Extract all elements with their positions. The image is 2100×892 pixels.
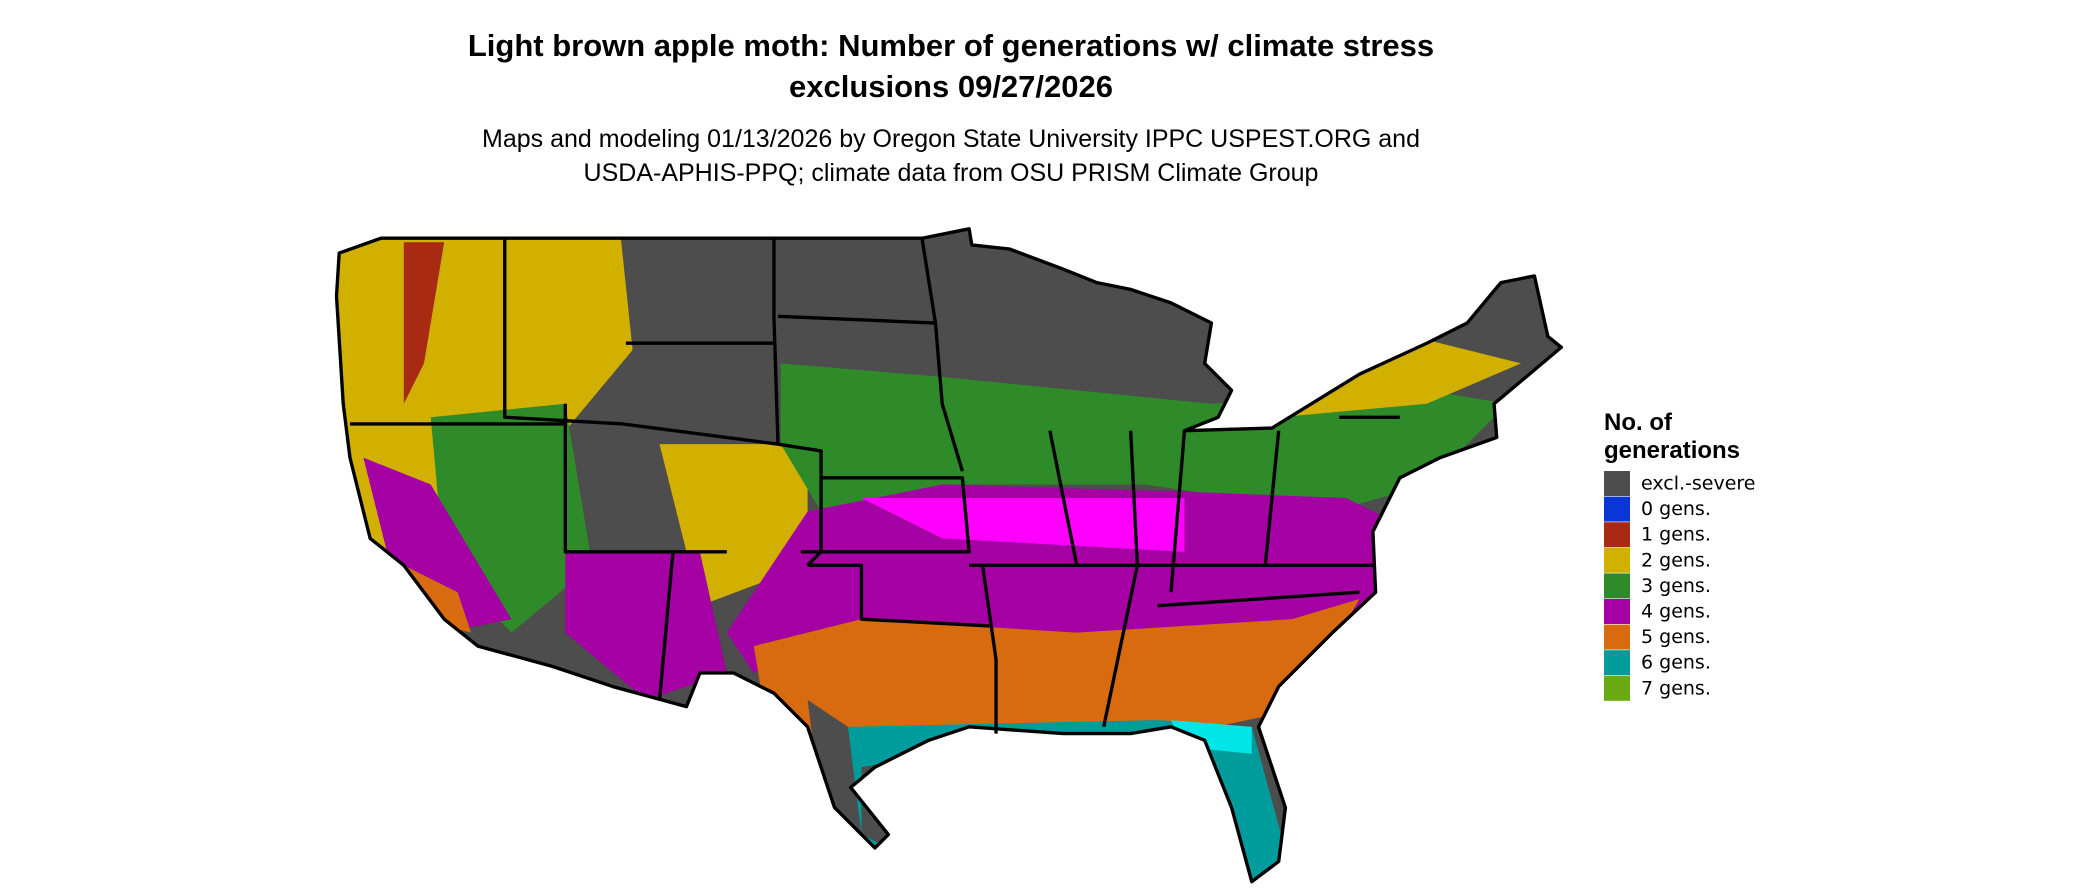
legend-label: 1 gens. xyxy=(1641,524,1711,546)
legend-label: 5 gens. xyxy=(1641,626,1711,648)
subtitle-line: Maps and modeling 01/13/2026 by Oregon S… xyxy=(482,125,1420,153)
legend-swatch xyxy=(1604,675,1630,701)
legend-label: 3 gens. xyxy=(1641,575,1711,597)
legend-label: 2 gens. xyxy=(1641,549,1711,571)
legend-swatch xyxy=(1604,471,1630,496)
title-line: exclusions 09/27/2026 xyxy=(789,69,1113,104)
legend: No. of generations excl.-severe 0 gens. 1 … xyxy=(1604,409,1756,701)
legend-swatch xyxy=(1604,522,1630,548)
legend-label: 6 gens. xyxy=(1641,652,1711,674)
legend-title: generations xyxy=(1604,437,1740,464)
legend-label: excl.-severe xyxy=(1641,473,1756,495)
us-map xyxy=(334,227,1564,884)
legend-label: 4 gens. xyxy=(1641,601,1711,623)
legend-swatch xyxy=(1604,599,1630,624)
title-line: Light brown apple moth: Number of genera… xyxy=(468,28,1434,63)
legend-swatch xyxy=(1604,650,1630,676)
legend-swatch xyxy=(1604,624,1630,650)
legend-label: 7 gens. xyxy=(1641,677,1711,699)
subtitle-line: USDA-APHIS-PPQ; climate data from OSU PR… xyxy=(584,159,1319,187)
legend-swatch xyxy=(1604,547,1630,573)
legend-swatch xyxy=(1604,573,1630,599)
legend-title: No. of xyxy=(1604,409,1673,436)
legend-swatch xyxy=(1604,496,1630,522)
legend-label: 0 gens. xyxy=(1641,498,1711,520)
